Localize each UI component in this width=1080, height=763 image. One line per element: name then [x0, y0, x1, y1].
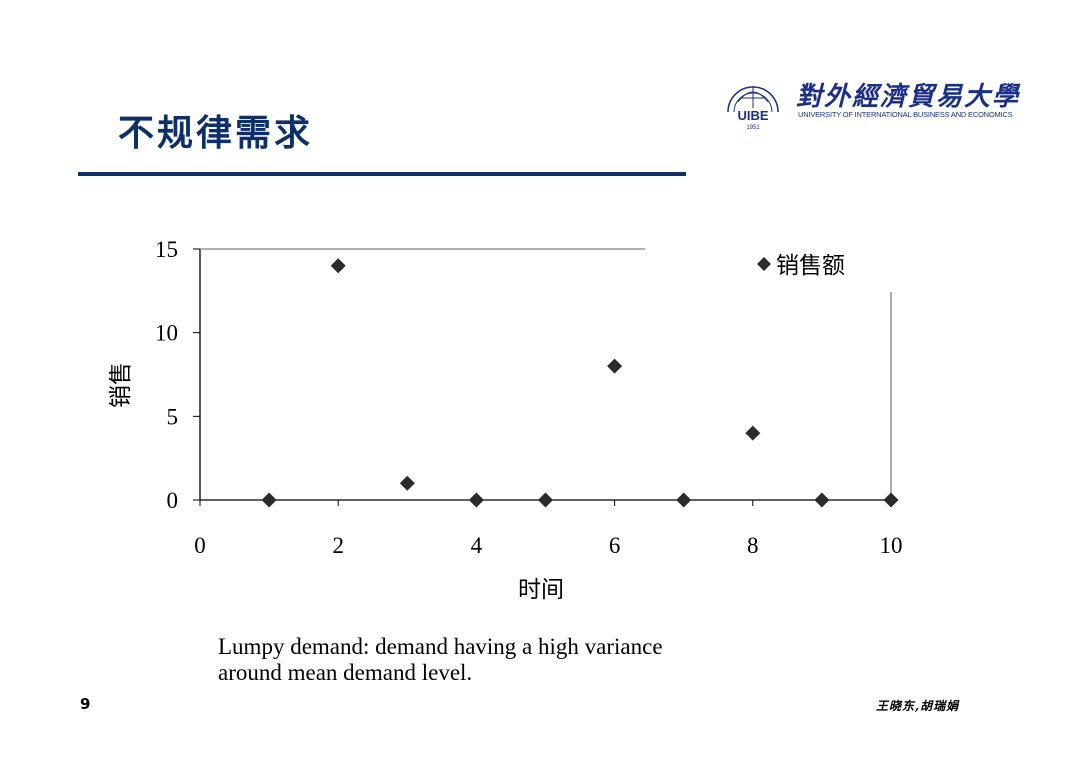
x-tick-label: 6 — [609, 533, 621, 558]
data-point — [883, 492, 899, 508]
data-point — [261, 492, 277, 508]
plot-frame — [199, 248, 892, 501]
logo-name-en: UNIVERSITY OF INTERNATIONAL BUSINESS AND… — [798, 110, 1013, 119]
x-tick-label: 4 — [471, 533, 483, 558]
x-tick-label: 8 — [747, 533, 759, 558]
data-point — [468, 492, 484, 508]
data-point — [399, 475, 415, 491]
y-tick-label: 10 — [155, 321, 178, 346]
uibe-emblem-icon: UIBE 1951 — [727, 86, 779, 131]
data-point — [676, 492, 692, 508]
x-axis-label: 时间 — [518, 577, 564, 603]
data-point — [745, 425, 761, 441]
logo-year: 1951 — [746, 125, 760, 131]
data-points — [261, 258, 899, 508]
y-axis-label: 销售 — [108, 362, 134, 408]
x-tick-label: 2 — [332, 533, 344, 558]
logo-monogram: UIBE — [737, 108, 768, 123]
caption-line-1: Lumpy demand: demand having a high varia… — [218, 634, 663, 659]
logo-name-cn: 對外經濟貿易大學 — [796, 82, 1021, 112]
page-title: 不规律需求 — [118, 112, 314, 154]
axis-ticks: 0 5 10 15 0 2 4 6 8 10 — [155, 237, 903, 558]
legend-label: 销售额 — [776, 253, 845, 279]
data-point — [607, 358, 623, 374]
author-credit: 王晓东,胡瑞娟 — [876, 699, 960, 713]
caption: Lumpy demand: demand having a high varia… — [218, 634, 858, 686]
university-logo: UIBE 1951 對外經濟貿易大學 UNIVERSITY OF INTERNA… — [718, 72, 1018, 132]
x-tick-label: 0 — [194, 533, 206, 558]
data-point — [330, 258, 346, 274]
title-divider — [78, 172, 686, 176]
y-tick-label: 0 — [167, 488, 179, 513]
page-number: 9 — [80, 695, 91, 713]
caption-line-2: around mean demand level. — [218, 660, 473, 685]
chart-legend: 销售额 — [757, 253, 845, 279]
y-tick-label: 15 — [155, 237, 178, 262]
x-tick-label: 10 — [880, 533, 903, 558]
y-tick-label: 5 — [167, 404, 179, 429]
data-point — [814, 492, 830, 508]
data-point — [538, 492, 553, 508]
legend-marker — [757, 257, 771, 271]
